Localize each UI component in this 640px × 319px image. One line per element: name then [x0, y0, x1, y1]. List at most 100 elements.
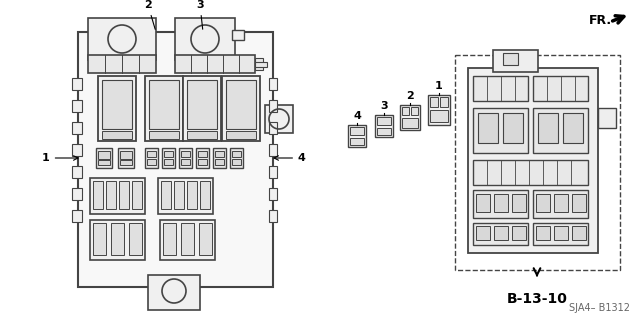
Bar	[265, 105, 293, 133]
Bar	[72, 100, 82, 112]
Bar	[98, 76, 136, 141]
Text: FR.: FR.	[589, 13, 612, 26]
Bar	[162, 148, 175, 168]
Bar	[493, 50, 538, 72]
Bar	[350, 138, 364, 145]
Bar	[269, 144, 277, 156]
Bar	[164, 159, 173, 165]
Bar	[181, 223, 194, 255]
Bar	[468, 68, 598, 253]
Bar	[428, 95, 450, 125]
Bar	[430, 110, 448, 122]
Bar	[226, 80, 256, 129]
Bar	[129, 223, 142, 255]
Bar	[269, 188, 277, 200]
Text: 2: 2	[406, 91, 414, 101]
Bar	[232, 151, 241, 157]
Bar	[120, 160, 132, 165]
Bar	[572, 194, 586, 212]
Bar	[145, 148, 158, 168]
Bar	[473, 108, 528, 153]
Bar	[554, 226, 568, 240]
Bar	[158, 178, 213, 214]
Bar	[183, 76, 221, 141]
Bar	[161, 181, 171, 209]
Text: 3: 3	[380, 101, 388, 111]
Bar	[149, 131, 179, 139]
Bar	[232, 159, 241, 165]
Bar	[455, 55, 620, 270]
Bar	[554, 194, 568, 212]
Bar	[120, 151, 132, 159]
Bar	[72, 188, 82, 200]
Bar	[503, 53, 518, 65]
Bar	[149, 80, 179, 129]
Bar	[187, 80, 217, 129]
Bar	[78, 32, 273, 287]
Bar	[215, 151, 224, 157]
Bar	[198, 159, 207, 165]
Bar	[494, 226, 508, 240]
Bar	[377, 128, 391, 135]
Bar	[132, 181, 142, 209]
Bar	[98, 151, 110, 159]
Bar	[119, 181, 129, 209]
Bar	[181, 151, 190, 157]
Bar	[147, 151, 156, 157]
Bar	[400, 105, 420, 130]
Bar	[145, 76, 183, 141]
Bar	[533, 223, 588, 245]
Bar	[72, 78, 82, 90]
Bar	[175, 55, 255, 73]
Bar	[478, 113, 498, 143]
Bar	[269, 122, 277, 134]
Bar	[199, 223, 212, 255]
Bar	[255, 62, 267, 67]
Bar	[160, 220, 215, 260]
Bar	[174, 181, 184, 209]
Bar	[88, 55, 156, 73]
Bar	[598, 108, 616, 128]
Bar	[181, 159, 190, 165]
Bar	[222, 76, 260, 141]
Bar	[98, 160, 110, 165]
Bar	[230, 148, 243, 168]
Bar	[473, 76, 528, 101]
Bar	[187, 181, 197, 209]
Bar	[533, 190, 588, 218]
Bar	[196, 148, 209, 168]
Bar	[440, 97, 448, 107]
Text: 2: 2	[144, 0, 156, 29]
Bar	[215, 159, 224, 165]
Bar	[200, 181, 210, 209]
Bar	[226, 131, 256, 139]
Bar	[102, 131, 132, 139]
Bar	[348, 125, 366, 147]
Bar	[473, 160, 588, 185]
Bar	[187, 131, 217, 139]
Bar	[563, 113, 583, 143]
Bar	[572, 226, 586, 240]
Bar	[90, 220, 145, 260]
Bar	[377, 117, 391, 125]
Bar	[118, 148, 134, 168]
Bar	[503, 113, 523, 143]
Bar	[179, 148, 192, 168]
Bar	[402, 118, 418, 128]
Text: B-13-10: B-13-10	[507, 292, 568, 306]
Bar	[72, 210, 82, 222]
Bar	[536, 226, 550, 240]
Bar	[430, 97, 438, 107]
Text: 1: 1	[42, 153, 78, 163]
Bar	[269, 78, 277, 90]
Bar	[111, 223, 124, 255]
Bar	[473, 190, 528, 218]
Text: 3: 3	[196, 0, 204, 29]
Text: 4: 4	[353, 111, 361, 121]
Bar	[375, 115, 393, 137]
Bar	[269, 100, 277, 112]
Text: SJA4– B1312: SJA4– B1312	[569, 303, 630, 313]
Bar	[473, 223, 528, 245]
Bar	[269, 166, 277, 178]
Bar	[102, 80, 132, 129]
